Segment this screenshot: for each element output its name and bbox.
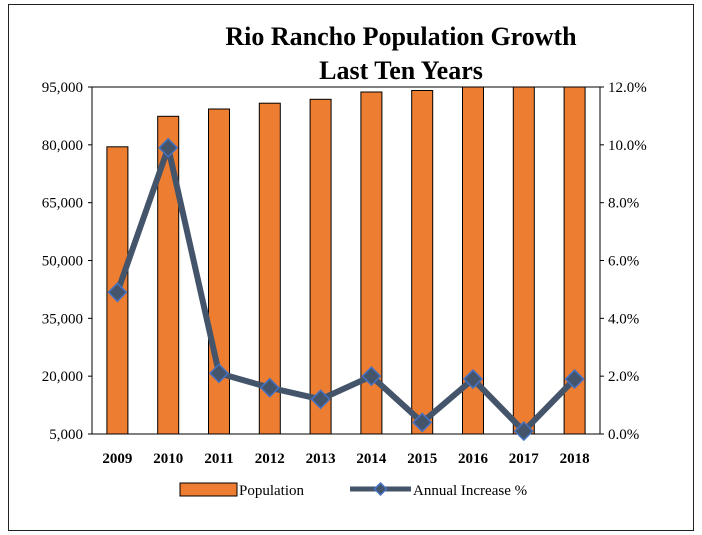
marker-annual-increase-2009	[107, 282, 128, 303]
chart-title-line-1: Rio Rancho Population Growth	[225, 22, 577, 51]
y-left-tick-label: 80,000	[42, 138, 83, 154]
marker-annual-increase-2010	[158, 137, 179, 158]
x-tick-label-2011: 2011	[204, 451, 233, 467]
line-annual-increase	[114, 144, 577, 435]
legend-swatch-population	[179, 482, 238, 497]
y-left-tick-label: 20,000	[42, 369, 83, 385]
y-right-tick-label: 8.0%	[608, 196, 639, 212]
chart-frame: Rio Rancho Population Growth Last Ten Yea…	[8, 4, 694, 531]
x-tick-label-2012: 2012	[255, 451, 285, 467]
y-right-tick-label: 10.0%	[608, 138, 647, 154]
legend-swatch-marker	[373, 481, 388, 497]
marker-annual-increase-2016	[462, 368, 484, 390]
x-tick-label-2015: 2015	[407, 451, 437, 467]
y-right-tick-label: 4.0%	[608, 311, 639, 327]
marker-annual-increase-2015	[412, 412, 433, 433]
bar-population-2016	[462, 86, 484, 435]
x-tick-label-2016: 2016	[458, 451, 489, 467]
x-axis: 2009 2010 2011 2012 2013 2014 2015 2016 2017 2018	[102, 451, 589, 467]
legend-label-population: Population	[239, 483, 305, 499]
marker-annual-increase-2013	[310, 389, 331, 410]
x-tick-label-2009: 2009	[102, 451, 132, 467]
y-right-tick-label: 0.0%	[608, 427, 639, 443]
y-right-tick-label: 12.0%	[608, 80, 647, 96]
y-left-tick-label: 5,000	[49, 427, 83, 443]
x-tick-label-2014: 2014	[356, 451, 387, 467]
marker-annual-increase-2011	[208, 363, 230, 384]
marker-annual-increase-2017	[513, 421, 534, 442]
y-left-tick-label: 35,000	[42, 311, 83, 327]
bar-population-2011	[208, 108, 230, 435]
bar-population-2018	[563, 86, 586, 435]
x-tick-label-2017: 2017	[509, 451, 540, 467]
y-left-tick-label: 65,000	[42, 196, 83, 212]
bars-group	[106, 86, 586, 435]
marker-annual-increase-2014	[361, 366, 382, 387]
y-right-tick-label: 2.0%	[608, 369, 639, 385]
bar-population-2010	[157, 115, 180, 435]
marker-annual-increase-2012	[259, 377, 280, 398]
y-right-tick-label: 6.0%	[608, 254, 639, 270]
bar-population-2012	[258, 102, 281, 435]
legend-label-annual-increase: Annual Increase %	[413, 483, 527, 499]
y-left-tick-label: 95,000	[42, 80, 83, 96]
x-tick-label-2013: 2013	[306, 451, 336, 467]
y-axis-left: 5,000 20,000 35,000 50,000 65,000 80,000 95,00…	[42, 80, 92, 443]
y-axis-right: 0.0% 2.0% 4.0% 6.0% 8.0% 10.0% 12.0%	[600, 80, 647, 443]
x-tick-label-2018: 2018	[560, 451, 590, 467]
legend: Population Annual Increase %	[179, 481, 527, 499]
y-left-tick-label: 50,000	[42, 254, 83, 270]
chart-svg: Rio Rancho Population Growth Last Ten Yea…	[42, 22, 647, 499]
x-tick-label-2010: 2010	[153, 451, 183, 467]
bar-population-2013	[309, 98, 332, 435]
chart-title: Rio Rancho Population Growth Last Ten Yea…	[225, 22, 577, 85]
bar-population-2017	[512, 86, 535, 435]
marker-annual-increase-2018	[564, 368, 585, 390]
bar-population-2015	[411, 90, 434, 435]
chart-title-line-2: Last Ten Years	[319, 56, 483, 85]
line-group	[107, 137, 585, 442]
bar-population-2014	[360, 91, 383, 435]
